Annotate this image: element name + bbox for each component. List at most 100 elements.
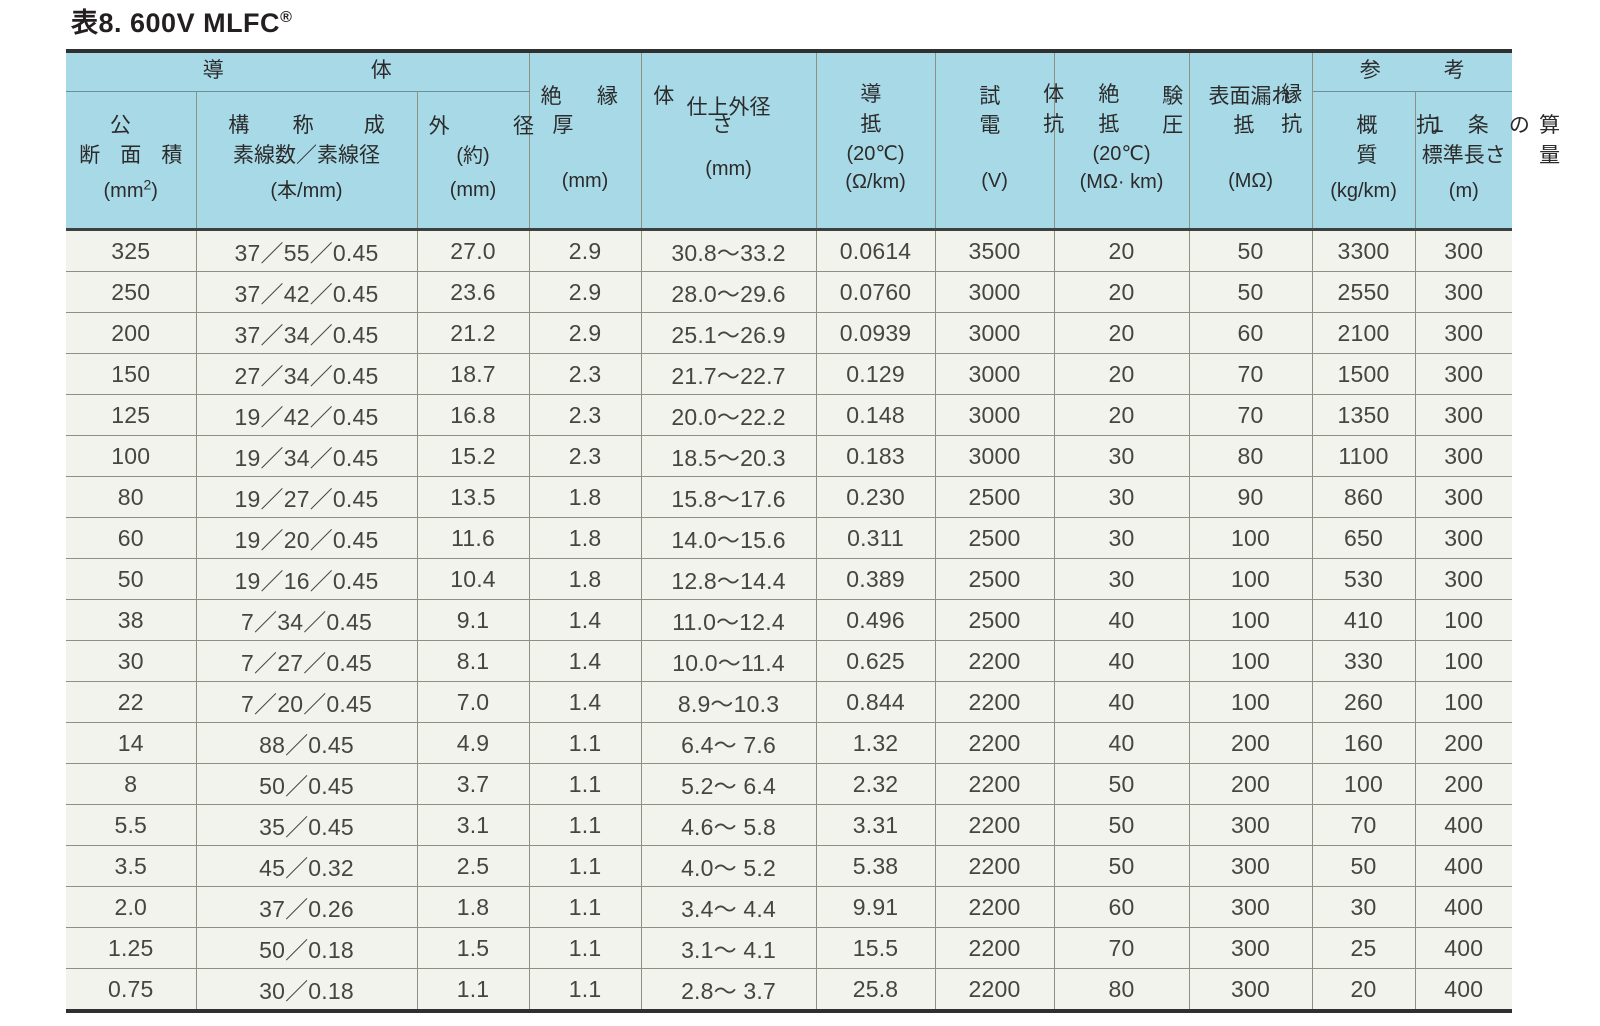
cell-insulation_thickness: 1.1: [528, 804, 642, 847]
header-group-row: 導 体 絶 縁 体 厚 さ (mm) 仕上外径 (mm): [66, 50, 1513, 232]
cell-surface_leakage: 80: [1188, 435, 1313, 478]
cell-conductor_resistance: 0.496: [815, 599, 936, 642]
cell-test_voltage: 3000: [934, 312, 1055, 355]
cell-outer_diameter: 8.1: [416, 640, 530, 683]
cell-standard_length: 100: [1414, 599, 1513, 642]
cell-outer_diameter: 1.1: [416, 968, 530, 1012]
cell-test_voltage: 2200: [934, 927, 1055, 970]
cell-insulation_thickness: 2.9: [528, 271, 642, 314]
col-conductor-resistance-line2: 抵 抗: [860, 113, 1064, 137]
cell-conductor_resistance: 0.311: [815, 517, 936, 560]
cell-nominal_area: 2.0: [66, 886, 197, 929]
cell-surface_leakage: 200: [1188, 722, 1313, 765]
cell-nominal_area: 22: [66, 681, 197, 724]
col-nominal-area: 公 称 断 面 積 (mm2): [66, 91, 314, 232]
cell-standard_length: 300: [1414, 353, 1513, 396]
cell-nominal_area: 125: [66, 394, 197, 437]
cell-surface_leakage: 100: [1188, 640, 1313, 683]
cell-insulation_resistance: 30: [1053, 435, 1190, 478]
cell-construction: 19／27／0.45: [195, 476, 418, 519]
col-nominal-area-line2: 断 面 積: [79, 143, 190, 167]
cell-outer_diameter: 3.1: [416, 804, 530, 847]
table-row: 150 27／34／0.45 18.7 2.3 21.7〜22.7 0.129 3000 20…: [66, 353, 1513, 396]
cell-insulation_resistance: 30: [1053, 476, 1190, 519]
cell-nominal_area: 200: [66, 312, 197, 355]
table-row: 38 7／34／0.45 9.1 1.4 11.0〜12.4 0.496 2500 40 100…: [66, 599, 1513, 642]
cell-test_voltage: 2200: [934, 722, 1055, 765]
cell-test_voltage: 2200: [934, 681, 1055, 724]
cell-finished_diameter: 2.8〜 3.7: [640, 968, 817, 1012]
cell-surface_leakage: 60: [1188, 312, 1313, 355]
cell-insulation_thickness: 1.1: [528, 886, 642, 929]
cell-nominal_area: 80: [66, 476, 197, 519]
cell-outer_diameter: 18.7: [416, 353, 530, 396]
col-surface-leakage-unit: (MΩ): [1228, 170, 1273, 193]
cell-surface_leakage: 100: [1188, 599, 1313, 642]
cell-standard_length: 400: [1414, 804, 1513, 847]
cell-test_voltage: 2500: [934, 599, 1055, 642]
cell-outer_diameter: 10.4: [416, 558, 530, 601]
cell-construction: 19／20／0.45: [195, 517, 418, 560]
cell-insulation_resistance: 40: [1053, 640, 1190, 683]
cell-finished_diameter: 18.5〜20.3: [640, 435, 817, 478]
cell-standard_length: 400: [1414, 968, 1513, 1012]
col-construction-line1: 構 成: [228, 114, 409, 138]
cell-outer_diameter: 15.2: [416, 435, 530, 478]
table-head: 導 体 絶 縁 体 厚 さ (mm) 仕上外径 (mm): [66, 50, 1560, 232]
col-approx-mass: 概 算 質 量 (kg/km): [1311, 91, 1560, 232]
col-surface-leakage: 表面漏れ 抵 抗 (MΩ): [1188, 50, 1437, 232]
cell-finished_diameter: 8.9〜10.3: [640, 681, 817, 724]
table-row: 5.5 35／0.45 3.1 1.1 4.6〜 5.8 3.31 2200 50 300 70 4…: [66, 804, 1513, 847]
cell-standard_length: 400: [1414, 845, 1513, 888]
cell-test_voltage: 2500: [934, 517, 1055, 560]
cell-surface_leakage: 50: [1188, 229, 1313, 273]
cell-construction: 88／0.45: [195, 722, 418, 765]
cell-outer_diameter: 7.0: [416, 681, 530, 724]
col-conductor-resistance-line3: (20℃): [846, 143, 905, 166]
cell-insulation_thickness: 2.3: [528, 394, 642, 437]
cell-approx_mass: 1350: [1311, 394, 1416, 437]
col-outer-diameter: 外 径 (約) (mm): [416, 91, 534, 232]
cell-construction: 37／0.26: [195, 886, 418, 929]
cell-outer_diameter: 3.7: [416, 763, 530, 806]
cell-insulation_resistance: 30: [1053, 517, 1190, 560]
cell-standard_length: 200: [1414, 722, 1513, 765]
cell-nominal_area: 100: [66, 435, 197, 478]
cell-conductor_resistance: 0.844: [815, 681, 936, 724]
cell-surface_leakage: 300: [1188, 968, 1313, 1012]
cell-conductor_resistance: 0.625: [815, 640, 936, 683]
table-row: 325 37／55／0.45 27.0 2.9 30.8〜33.2 0.0614 3500 2…: [66, 229, 1513, 273]
cell-standard_length: 100: [1414, 681, 1513, 724]
cell-standard_length: 300: [1414, 229, 1513, 273]
cell-surface_leakage: 300: [1188, 927, 1313, 970]
cell-construction: 50／0.45: [195, 763, 418, 806]
cell-conductor_resistance: 0.389: [815, 558, 936, 601]
cell-test_voltage: 2200: [934, 845, 1055, 888]
cell-finished_diameter: 11.0〜12.4: [640, 599, 817, 642]
cell-standard_length: 300: [1414, 271, 1513, 314]
cell-approx_mass: 100: [1311, 763, 1416, 806]
cell-test_voltage: 2200: [934, 804, 1055, 847]
cell-approx_mass: 650: [1311, 517, 1416, 560]
cell-surface_leakage: 100: [1188, 517, 1313, 560]
cell-insulation_thickness: 1.8: [528, 476, 642, 519]
cell-surface_leakage: 100: [1188, 681, 1313, 724]
cell-approx_mass: 3300: [1311, 229, 1416, 273]
cell-test_voltage: 2200: [934, 763, 1055, 806]
cell-insulation_resistance: 20: [1053, 229, 1190, 273]
cell-construction: 37／34／0.45: [195, 312, 418, 355]
cell-approx_mass: 160: [1311, 722, 1416, 765]
col-nominal-area-unit: (mm2): [103, 176, 158, 202]
cell-finished_diameter: 12.8〜14.4: [640, 558, 817, 601]
registered-mark: ®: [280, 9, 293, 26]
cell-finished_diameter: 5.2〜 6.4: [640, 763, 817, 806]
cell-finished_diameter: 4.0〜 5.2: [640, 845, 817, 888]
cell-nominal_area: 0.75: [66, 968, 197, 1012]
cell-standard_length: 400: [1414, 927, 1513, 970]
cell-outer_diameter: 1.8: [416, 886, 530, 929]
cell-finished_diameter: 15.8〜17.6: [640, 476, 817, 519]
cell-approx_mass: 2550: [1311, 271, 1416, 314]
mlfc-spec-table: 導 体 絶 縁 体 厚 さ (mm) 仕上外径 (mm): [66, 49, 1560, 1014]
header-sub-row: 公 称 断 面 積 (mm2) 構 成 素線数／素線径 (本/mm): [66, 91, 1560, 232]
col-finished-diameter-unit: (mm): [705, 158, 752, 181]
